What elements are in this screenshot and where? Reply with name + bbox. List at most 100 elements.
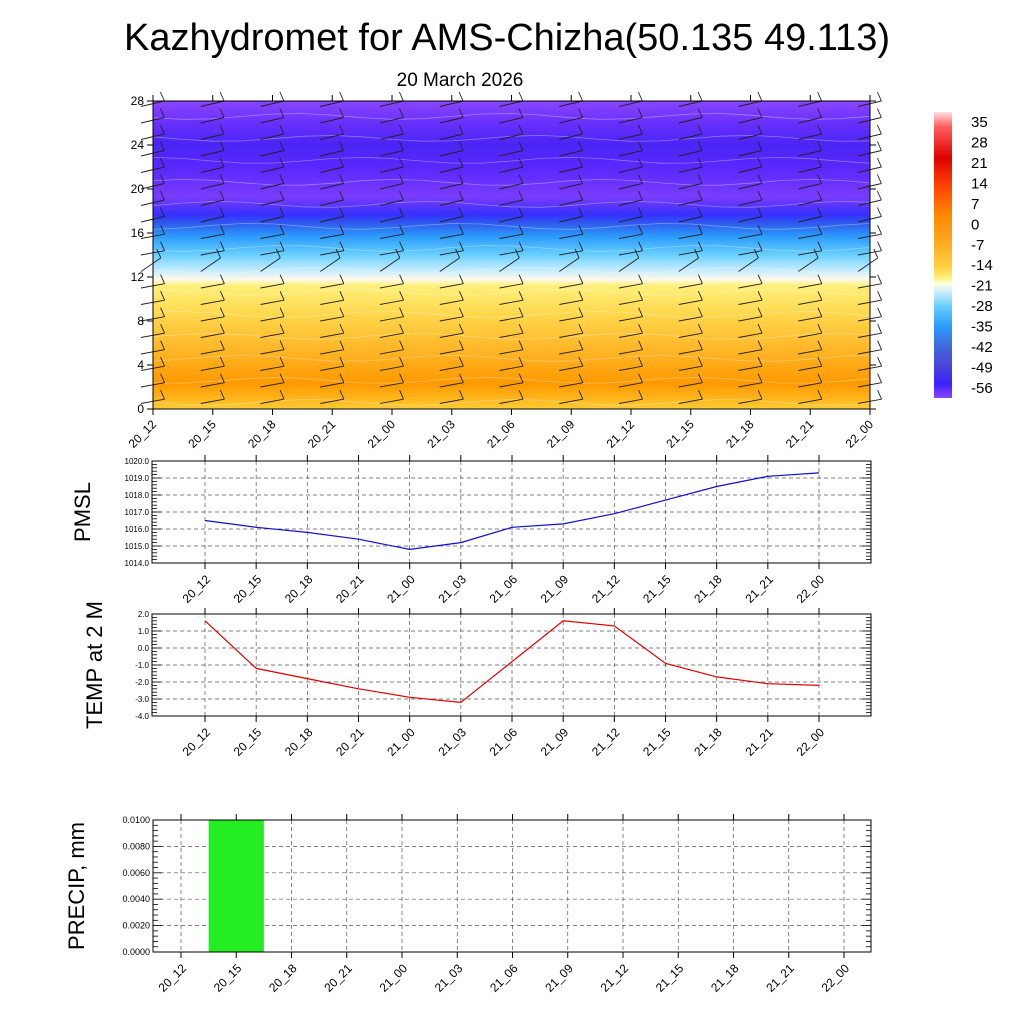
x-tick-label: 20_21: [333, 572, 367, 606]
x-tick-label: 21_15: [663, 417, 697, 451]
wind-barb: [618, 274, 644, 289]
colorbar-label: 14: [971, 176, 988, 193]
wind-barb: [738, 274, 763, 289]
wind-barb: [200, 124, 225, 140]
colorbar-label: 7: [971, 196, 979, 213]
wind-barb: [559, 225, 584, 239]
isotherm-line: [152, 376, 871, 384]
wind-barb: [379, 307, 405, 322]
x-tick-label: 22_00: [843, 417, 877, 451]
x-tick-label: 21_12: [604, 417, 638, 451]
wind-barb: [678, 390, 703, 404]
wind-barb: [559, 390, 584, 404]
colorbar-label: 21: [971, 155, 988, 172]
wind-barb: [678, 248, 700, 272]
y-tick-label: 1017.0: [125, 508, 150, 517]
wind-barb: [320, 241, 345, 256]
wind-barb: [439, 141, 464, 157]
x-tick-label: 22_00: [794, 572, 828, 606]
wind-barb: [200, 390, 225, 404]
y-tick-label: 16: [131, 226, 145, 240]
wind-barb: [678, 340, 703, 355]
wind-barb: [618, 207, 643, 223]
y-tick-label: -1.0: [135, 661, 149, 670]
colorbar-scale: [934, 112, 952, 398]
wind-barb: [260, 324, 285, 338]
wind-barb: [439, 390, 464, 404]
isotherm-line: [152, 178, 871, 186]
wind-barb: [798, 157, 823, 173]
x-tick-label: 21_03: [432, 961, 466, 995]
wind-barb: [200, 108, 225, 124]
wind-barb: [499, 373, 524, 388]
wind-barb: [439, 324, 464, 338]
wind-barb: [379, 141, 404, 157]
wind-barb: [439, 274, 464, 289]
wind-barb: [260, 307, 285, 322]
wind-barb: [260, 207, 285, 223]
wind-barb: [738, 108, 763, 124]
y-tick-label: 24: [131, 138, 145, 152]
y-tick-label: 1016.0: [125, 525, 150, 534]
colorbar-label: -7: [971, 237, 984, 254]
isotherm-line: [152, 311, 871, 318]
wind-barb: [200, 174, 225, 190]
wind-barb: [439, 108, 464, 124]
wind-barb: [379, 248, 401, 272]
y-tick-label: 1020.0: [125, 457, 150, 466]
wind-barb: [499, 190, 524, 206]
wind-barb: [379, 207, 404, 223]
wind-barb: [499, 274, 524, 289]
x-tick-label: 21_09: [538, 572, 572, 606]
wind-barb: [200, 357, 225, 371]
wind-barb: [260, 373, 285, 388]
wind-barb: [798, 124, 823, 140]
wind-barb: [559, 141, 584, 157]
wind-barb: [618, 373, 644, 388]
wind-barb: [738, 324, 763, 338]
wind-barb: [379, 108, 404, 124]
wind-barb: [559, 248, 580, 272]
x-tick-label: 21_03: [435, 725, 469, 759]
y-tick-label: 0.0060: [122, 868, 150, 878]
wind-barb: [200, 157, 225, 173]
wind-barb: [559, 108, 584, 124]
colorbar-label: 35: [971, 114, 988, 131]
x-tick-label: 20_21: [305, 417, 339, 451]
wind-barb: [320, 108, 345, 124]
y-tick-label: 1018.0: [125, 491, 150, 500]
wind-barb: [618, 124, 643, 140]
wind-barb: [559, 91, 584, 107]
wind-barb: [798, 207, 823, 223]
wind-barb: [738, 248, 759, 272]
y-tick-label: 1014.0: [125, 559, 150, 568]
y-tick-label: -2.0: [135, 678, 149, 687]
wind-barb: [200, 190, 225, 206]
wind-barb: [678, 324, 703, 338]
x-tick-label: 21_15: [653, 961, 687, 995]
wind-barb: [678, 91, 703, 107]
y-tick-label: 2.0: [138, 610, 150, 619]
colorbar-label: -49: [971, 359, 993, 376]
upper-air-temperature-panel: 0 4 8 12 16 20 24 28 20_12 20_15 20_18 20_21 21_00 21…: [126, 91, 883, 451]
wind-barb: [857, 248, 879, 272]
pmsl-panel: 1014.0 1015.0 1016.0 1017.0 1018.0 1019.0 1020…: [70, 455, 872, 606]
y-tick-label: 0.0: [138, 644, 150, 653]
wind-barb: [738, 225, 763, 239]
wind-barb: [439, 340, 464, 355]
x-tick-label: 21_18: [691, 725, 725, 759]
y-tick-label: 0: [137, 402, 144, 416]
wind-barb: [738, 291, 763, 305]
wind-barb: [200, 207, 225, 223]
wind-barb: [200, 373, 225, 388]
wind-barb: [618, 108, 643, 124]
isotherm-line: [152, 156, 871, 164]
wind-barb: [260, 274, 285, 289]
wind-barb: [320, 307, 345, 322]
wind-barb: [618, 91, 643, 107]
x-tick-label: 20_15: [211, 961, 245, 995]
y-tick-label: 1019.0: [125, 474, 150, 483]
wind-barb: [260, 91, 285, 107]
wind-barb: [678, 124, 703, 140]
x-tick-label: 21_00: [365, 417, 399, 451]
